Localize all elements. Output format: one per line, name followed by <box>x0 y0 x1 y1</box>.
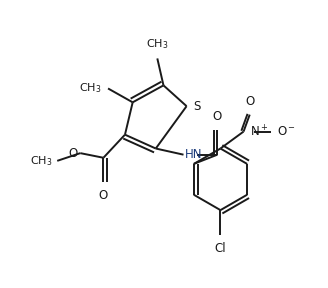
Text: CH$_3$: CH$_3$ <box>79 82 102 95</box>
Text: O: O <box>68 147 77 160</box>
Text: N$^+$: N$^+$ <box>250 124 268 139</box>
Text: CH$_3$: CH$_3$ <box>30 154 52 168</box>
Text: O: O <box>99 189 108 202</box>
Text: S: S <box>194 100 201 113</box>
Text: Cl: Cl <box>215 242 226 255</box>
Text: O$^-$: O$^-$ <box>277 125 296 138</box>
Text: O: O <box>213 110 222 123</box>
Text: O: O <box>245 95 254 108</box>
Text: HN: HN <box>185 148 203 161</box>
Text: CH$_3$: CH$_3$ <box>146 37 169 51</box>
